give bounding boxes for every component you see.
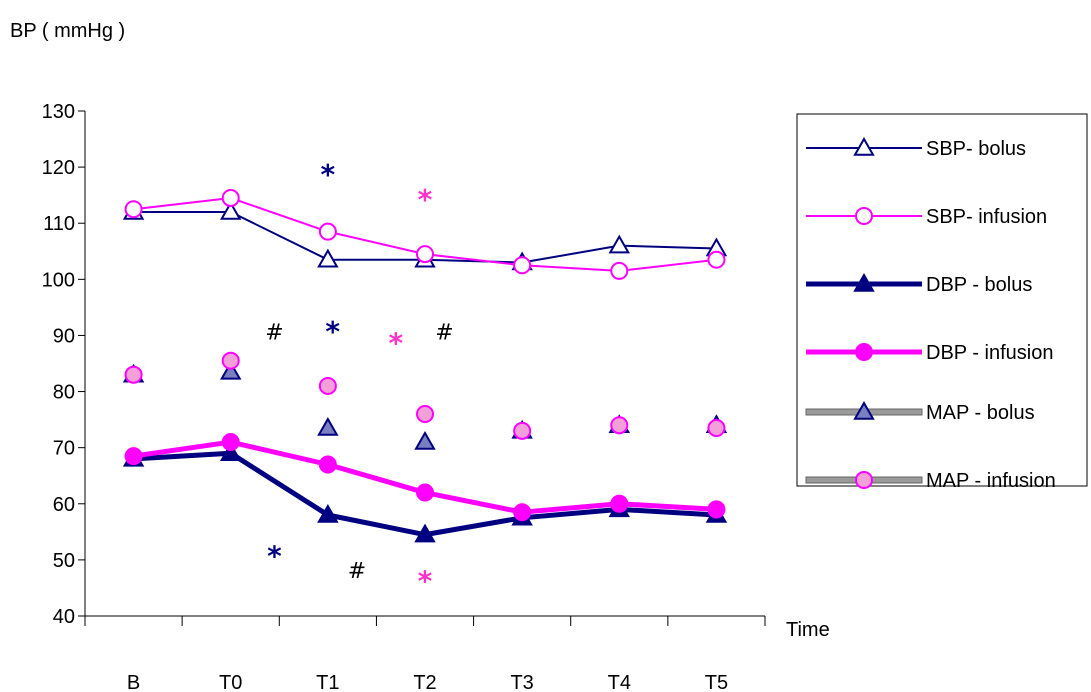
data-point	[610, 494, 629, 513]
significance-star: *	[321, 158, 336, 191]
annotation-layer: * * # * * # * # *	[265, 158, 453, 598]
legend-label: SBP- infusion	[926, 206, 1047, 228]
data-point	[124, 447, 143, 466]
legend-item: MAP - infusion	[805, 470, 1056, 492]
data-point	[317, 503, 339, 523]
legend-marker	[855, 207, 873, 225]
y-tick-label: 120	[42, 157, 75, 179]
data-point	[608, 234, 631, 254]
data-point	[317, 248, 339, 268]
data-point	[219, 360, 242, 380]
legend-marker	[855, 471, 873, 489]
series-map-infusion	[124, 351, 726, 440]
significance-hash: #	[435, 321, 453, 346]
x-tick-label: T1	[316, 672, 339, 692]
data-point	[318, 455, 337, 474]
legend-label: MAP - bolus	[926, 402, 1035, 424]
data-point	[707, 250, 726, 269]
data-point	[219, 442, 242, 462]
data-point	[513, 503, 532, 522]
data-point	[318, 222, 337, 241]
data-point	[221, 433, 240, 452]
x-tick-label: T4	[608, 672, 631, 692]
legend-label: DBP - bolus	[926, 274, 1032, 296]
legend-item: DBP - infusion	[806, 342, 1053, 364]
data-point	[707, 419, 726, 438]
significance-star: *	[267, 539, 282, 572]
legend-item: SBP- bolus	[806, 136, 1026, 160]
y-tick-label: 130	[42, 101, 75, 123]
data-point	[513, 421, 532, 440]
y-tick-label: 60	[53, 494, 75, 516]
data-point	[317, 417, 339, 436]
series-layer	[122, 188, 728, 543]
x-tick-label: B	[127, 672, 140, 692]
x-axis-label: Time	[786, 619, 830, 641]
y-tick-label: 70	[53, 438, 75, 460]
data-point	[707, 500, 726, 519]
legend-label: DBP - infusion	[926, 342, 1053, 364]
significance-star: *	[389, 326, 404, 359]
significance-hash: #	[265, 321, 283, 346]
legend-item: MAP - bolus	[805, 400, 1035, 424]
data-point	[318, 376, 337, 395]
data-point	[219, 200, 242, 220]
legend-item: SBP- infusion	[806, 206, 1047, 228]
legend-marker	[853, 272, 875, 292]
legend: SBP- bolus SBP- infusion DBP - bolus DBP - …	[796, 113, 1088, 492]
y-tick-label: 110	[43, 213, 75, 235]
data-point	[124, 200, 143, 219]
series-sbp-infusion	[124, 188, 726, 280]
y-axis-label: BP ( mmHg )	[10, 20, 125, 42]
y-tick-label: 100	[42, 269, 75, 291]
significance-star: *	[325, 315, 340, 348]
significance-hash: #	[348, 559, 366, 584]
legend-box	[796, 113, 1088, 487]
data-point	[513, 256, 532, 275]
data-point	[221, 188, 240, 207]
data-point	[221, 351, 240, 370]
axes: 40 50 60 70 80 90 100 110 120 130 B T0 T1 T2 T3 T4 T5	[42, 101, 766, 692]
data-point	[610, 416, 629, 435]
data-point	[416, 405, 434, 423]
x-tick-label: T2	[413, 672, 436, 692]
legend-item: DBP - bolus	[806, 272, 1032, 296]
data-point	[416, 245, 434, 264]
data-point	[124, 365, 143, 384]
legend-marker	[853, 400, 875, 420]
legend-marker	[853, 136, 875, 156]
legend-marker	[855, 343, 873, 361]
x-tick-label: T3	[510, 672, 533, 692]
significance-star: *	[418, 183, 433, 216]
series-dbp-infusion	[124, 433, 726, 522]
y-tick-label: 90	[53, 325, 75, 347]
data-point	[416, 483, 434, 502]
y-tick-label: 50	[53, 550, 75, 572]
y-tick-label: 80	[53, 382, 75, 404]
significance-star: *	[418, 565, 433, 598]
legend-label: MAP - infusion	[926, 470, 1056, 492]
x-tick-label: T0	[219, 672, 242, 692]
data-point	[414, 523, 436, 543]
legend-label: SBP- bolus	[926, 138, 1026, 160]
x-tick-label: T5	[705, 672, 728, 692]
data-point	[610, 261, 629, 280]
y-tick-label: 40	[53, 606, 75, 628]
data-point	[414, 431, 436, 450]
